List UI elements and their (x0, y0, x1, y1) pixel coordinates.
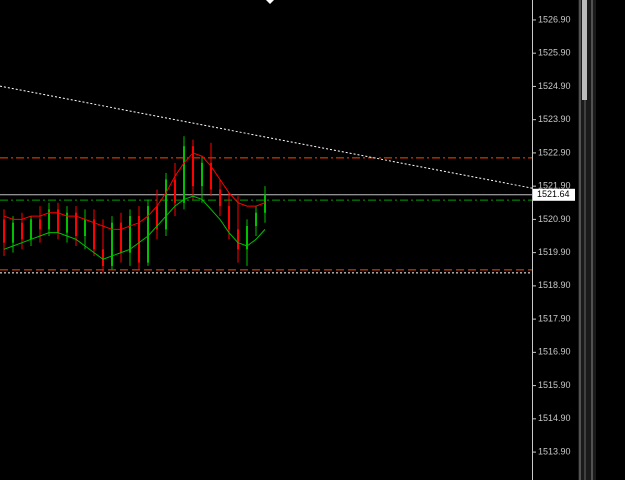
candle-body (237, 229, 239, 250)
candle-body (174, 179, 176, 203)
y-tick-label: 1513.90 (538, 446, 571, 456)
y-tick-label: 1516.90 (538, 347, 571, 357)
y-tick-label: 1517.90 (538, 313, 571, 323)
current-price-label: 1521.64 (537, 189, 570, 199)
candle-body (57, 209, 59, 233)
y-tick-label: 1514.90 (538, 413, 571, 423)
y-tick-label: 1524.90 (538, 81, 571, 91)
candle-body (138, 216, 140, 263)
candle-body (192, 146, 194, 187)
y-tick-label: 1521.90 (538, 181, 571, 191)
candle-body (147, 206, 149, 263)
candle-body (102, 249, 104, 266)
y-tick-label: 1520.90 (538, 214, 571, 224)
candle-body (210, 162, 212, 190)
candle-body (201, 162, 203, 187)
candle-body (111, 222, 113, 266)
y-tick-label: 1525.90 (538, 48, 571, 58)
y-tick-label: 1515.90 (538, 380, 571, 390)
y-tick-label: 1522.90 (538, 147, 571, 157)
candle-body (255, 212, 257, 227)
candle-body (39, 219, 41, 230)
candle-body (183, 146, 185, 203)
candle-body (84, 219, 86, 237)
candle-body (12, 222, 14, 243)
current-price-box (533, 188, 575, 201)
candle-body (156, 206, 158, 230)
candle-body (66, 212, 68, 233)
candle-body (246, 226, 248, 250)
candle-body (120, 222, 122, 253)
candle-body (129, 216, 131, 253)
scroll-thumb[interactable] (582, 0, 587, 100)
candle-body (165, 179, 167, 230)
y-tick-label: 1523.90 (538, 114, 571, 124)
candle-body (93, 219, 95, 250)
candle-body (264, 194, 266, 213)
y-tick-label: 1518.90 (538, 280, 571, 290)
indicator-line (3, 195, 266, 260)
y-tick-label: 1519.90 (538, 247, 571, 257)
indicator-line (3, 152, 266, 230)
candle-body (30, 219, 32, 240)
shift-marker (266, 0, 274, 4)
candle-body (75, 212, 77, 237)
y-tick-label: 1526.90 (538, 14, 571, 24)
candle-body (228, 206, 230, 230)
candle-body (48, 209, 50, 230)
candle-body (219, 189, 221, 207)
candle-body (21, 222, 23, 240)
candle-body (3, 219, 5, 243)
